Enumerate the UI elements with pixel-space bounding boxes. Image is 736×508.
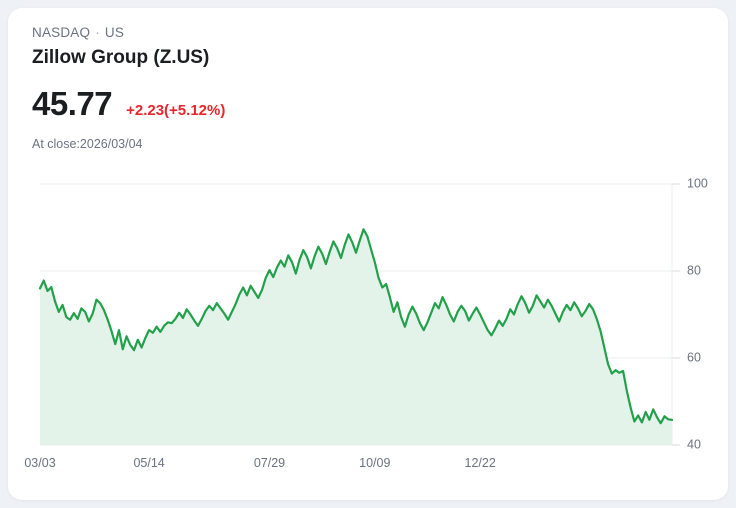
exchange-line: NASDAQ · US: [32, 24, 632, 42]
x-axis-tick-label: 07/29: [254, 456, 285, 470]
x-axis-tick-label: 05/14: [133, 456, 164, 470]
price-line-path: [38, 228, 674, 425]
area-fill-path: [40, 229, 672, 445]
x-axis-labels: 03/03 05/14 07/29 10/09 12/22: [24, 456, 495, 470]
stock-quote-card: NASDAQ · US Zillow Group (Z.US) 45.77 +2.2…: [8, 8, 728, 500]
y-axis-tick-label: 80: [687, 263, 701, 277]
chart-line-series: [38, 228, 674, 425]
y-axis-labels: 100 80 60 40: [687, 176, 708, 451]
price-change: +2.23(+5.12%): [126, 102, 226, 119]
page-title: Zillow Group (Z.US): [32, 47, 210, 68]
chart-area-fill: [40, 229, 672, 445]
x-axis-tick-label: 10/09: [359, 456, 390, 470]
y-axis-tick-label: 60: [687, 350, 701, 364]
price-row: 45.77 +2.23(+5.12%): [32, 85, 632, 123]
price-chart: 100 80 60 40 03/03 05/14 07/29 10/09 12/22: [8, 168, 728, 488]
y-axis-tick-label: 100: [687, 176, 708, 190]
exchange-name: NASDAQ: [32, 25, 91, 40]
separator-dot: ·: [95, 25, 100, 40]
quote-header: NASDAQ · US Zillow Group (Z.US) 45.77 +2.2…: [32, 24, 632, 153]
region-code: US: [104, 25, 125, 40]
last-price: 45.77: [32, 85, 113, 122]
close-timestamp: At close:2026/03/04: [32, 137, 143, 151]
price-chart-svg: 100 80 60 40 03/03 05/14 07/29 10/09 12/22: [24, 176, 708, 470]
y-axis-tick-label: 40: [687, 437, 701, 451]
x-axis-tick-label: 03/03: [24, 456, 55, 470]
x-axis-tick-label: 12/22: [465, 456, 496, 470]
